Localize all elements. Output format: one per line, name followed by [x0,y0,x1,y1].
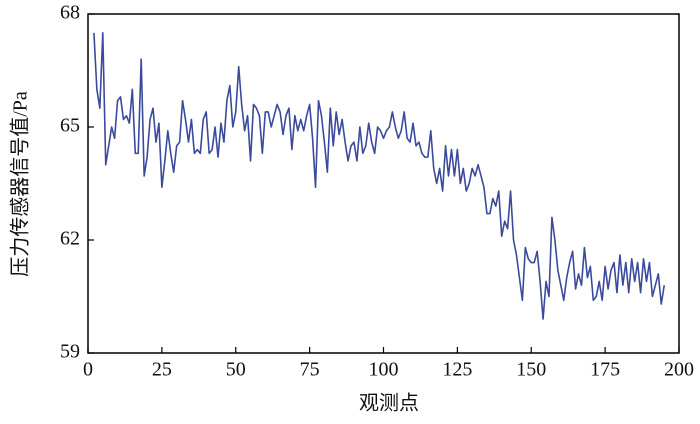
plot-frame [87,13,680,354]
x-tick-label: 75 [300,359,320,381]
x-tick-label: 100 [369,359,399,381]
x-tick-label: 175 [590,359,620,381]
y-tick-label: 59 [60,341,80,363]
y-axis-label: 压力传感器信号值/Pa [9,91,32,277]
x-tick-label: 0 [83,359,93,381]
x-tick-label: 200 [664,359,694,381]
x-tick-label: 125 [442,359,472,381]
x-tick-label: 50 [226,359,246,381]
x-tick-label: 150 [516,359,546,381]
x-tick-label: 25 [152,359,172,381]
y-tick-label: 65 [60,115,80,137]
y-tick-label: 68 [60,2,80,24]
x-axis-label: 观测点 [359,392,419,415]
y-tick-label: 62 [60,228,80,250]
data-line [93,32,666,320]
